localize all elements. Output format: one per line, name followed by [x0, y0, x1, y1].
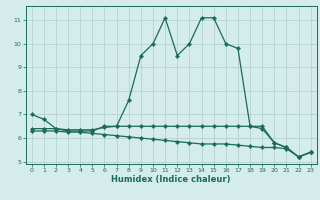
X-axis label: Humidex (Indice chaleur): Humidex (Indice chaleur) — [111, 175, 231, 184]
